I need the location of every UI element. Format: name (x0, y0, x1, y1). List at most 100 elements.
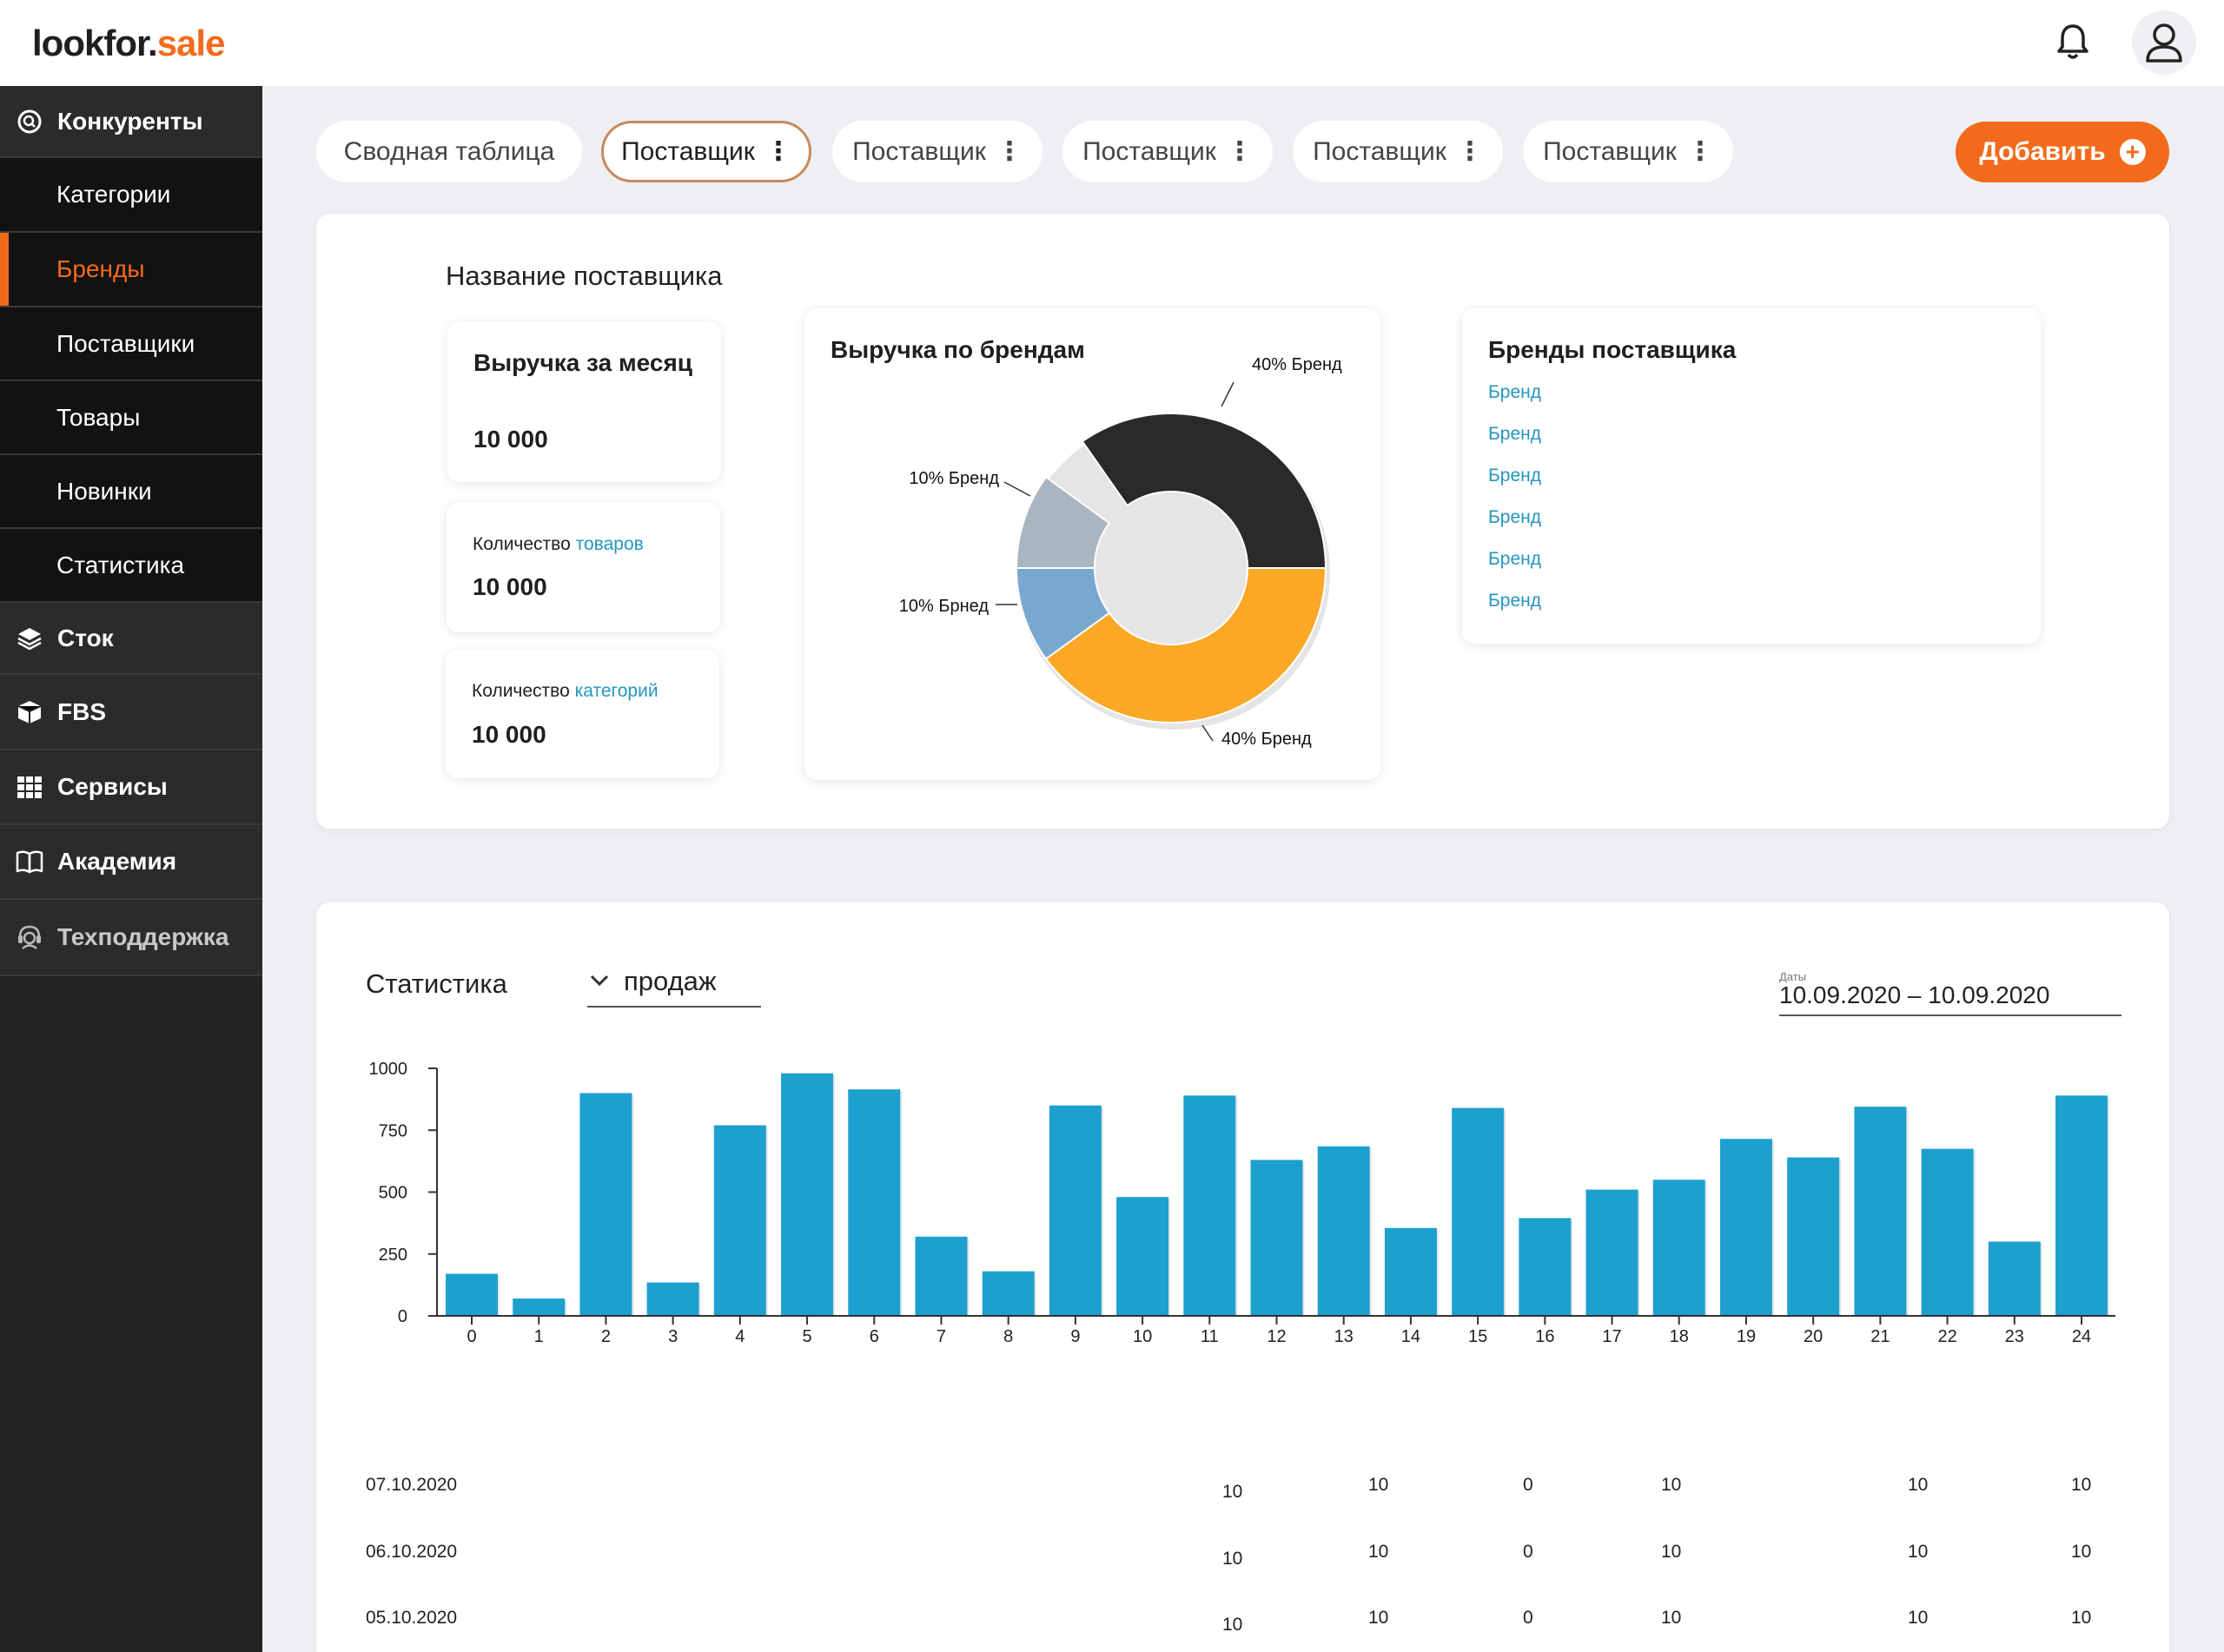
tab-5[interactable]: Поставщик ⋮ (1523, 121, 1733, 182)
sidebar-item-5[interactable]: Новинки (0, 455, 262, 529)
brand-link[interactable]: Бренд (1488, 382, 1541, 402)
table-row: 07.10.2020 10 10 0 10 10 10 (0, 1475, 2224, 1510)
table-cell: 10 (1661, 1542, 1682, 1562)
sidebar-item-label: Сервисы (57, 773, 168, 800)
table-cell: 10 (1222, 1615, 1243, 1635)
sidebar-item-1[interactable]: Категории (0, 158, 262, 233)
brand-link[interactable]: Бренд (1488, 466, 1541, 486)
table-cell: 0 (1523, 1475, 1533, 1495)
brand-revenue-card: Выручка по брендам 40% Бренд 40% Бренд 10%… (804, 308, 1380, 780)
tab-label: Поставщик (1543, 136, 1677, 166)
sidebar-item-4[interactable]: Товары (0, 381, 262, 455)
tab-2[interactable]: Поставщик ⋮ (832, 121, 1042, 182)
date-field-label: Даты (1779, 970, 1807, 983)
brand-link[interactable]: Бренд (1488, 507, 1541, 527)
statistics-title: Статистика (366, 968, 507, 999)
pie-slice-label: 40% Бренд (1252, 355, 1342, 374)
box-icon (16, 698, 43, 726)
tab-1[interactable]: Поставщик ⋮ (601, 121, 811, 182)
tab-label: Поставщик (1313, 136, 1446, 166)
table-cell: 10 (1908, 1475, 1929, 1495)
table-cell: 10 (1908, 1608, 1929, 1628)
sidebar-item-11[interactable]: Техподдержка (0, 900, 262, 976)
categories-count-value: 10 000 (472, 721, 546, 748)
pie-slice-label: 10% Брнед (899, 597, 990, 616)
grid-icon (16, 773, 43, 801)
tab-label: Поставщик (621, 136, 755, 166)
more-vertical-icon[interactable]: ⋮ (1456, 137, 1483, 166)
table-cell: 10 (2071, 1608, 2092, 1628)
pie-label-leader (1221, 381, 1234, 407)
plus-icon: + (2119, 139, 2146, 165)
goods-count-value: 10 000 (473, 573, 547, 600)
categories-link[interactable]: категорий (574, 681, 659, 701)
date-range-input[interactable]: 10.09.2020 – 10.09.2020 (1779, 981, 2121, 1016)
sidebar-item-label: Новинки (56, 477, 152, 505)
tab-label: Сводная таблица (343, 136, 555, 166)
sidebar-item-label: FBS (57, 697, 106, 725)
sidebar-item-label: Техподдержка (57, 923, 229, 950)
tab-label: Поставщик (1082, 136, 1216, 166)
table-row: 05.10.2020 10 10 0 10 10 10 (0, 1608, 2224, 1642)
sidebar-item-0[interactable]: Конкуренты (0, 86, 262, 158)
more-vertical-icon[interactable]: ⋮ (996, 137, 1023, 166)
row-date: 06.10.2020 (366, 1542, 458, 1562)
pie-slice (1015, 475, 1111, 569)
revenue-card-title: Выручка за месяц (473, 349, 692, 376)
sidebar-item-8[interactable]: FBS (0, 675, 262, 750)
sidebar-item-label: Академия (57, 848, 177, 875)
tab-0[interactable]: Сводная таблица (316, 121, 582, 182)
brand-link[interactable]: Бренд (1488, 591, 1541, 611)
sidebar-item-label: Товары (56, 403, 141, 431)
brand-revenue-title: Выручка по брендам (831, 336, 1085, 363)
more-vertical-icon[interactable]: ⋮ (764, 137, 791, 166)
table-cell: 10 (1661, 1475, 1682, 1495)
sidebar-item-2[interactable]: Бренды (0, 233, 262, 307)
user-icon (2146, 23, 2182, 63)
book-icon (16, 848, 43, 876)
sidebar-item-label: Категории (56, 181, 171, 208)
table-cell: 10 (1222, 1482, 1243, 1502)
avatar[interactable] (2132, 10, 2196, 75)
table-cell: 10 (1368, 1542, 1389, 1562)
pie-slice (1044, 567, 1327, 724)
row-date: 05.10.2020 (366, 1608, 458, 1628)
table-cell: 10 (1368, 1608, 1389, 1628)
sidebar-item-label: Конкуренты (57, 107, 203, 135)
tab-3[interactable]: Поставщик ⋮ (1062, 121, 1273, 182)
table-cell: 0 (1523, 1608, 1533, 1628)
pie-slice-label: 40% Бренд (1221, 730, 1312, 749)
sidebar-item-3[interactable]: Поставщики (0, 307, 262, 381)
metric-select[interactable]: продаж (587, 962, 761, 1008)
table-row: 06.10.2020 10 10 0 10 10 10 (0, 1542, 2224, 1576)
table-cell: 10 (1661, 1608, 1682, 1628)
more-vertical-icon[interactable]: ⋮ (1686, 137, 1713, 166)
add-button[interactable]: Добавить + (1956, 122, 2169, 182)
sidebar-item-6[interactable]: Статистика (0, 529, 262, 603)
sidebar-item-10[interactable]: Академия (0, 825, 262, 900)
pie-slice-label: 10% Бренд (909, 469, 999, 488)
layers-icon (16, 624, 43, 652)
metric-select-value: продаж (624, 966, 717, 996)
sidebar-item-9[interactable]: Сервисы (0, 750, 262, 825)
supplier-brands-title: Бренды поставщика (1488, 336, 1737, 363)
categories-count-card: Количество категорий 10 000 (446, 650, 719, 778)
logo[interactable]: lookfor.sale (32, 23, 225, 63)
sidebar-item-label: Сток (57, 624, 114, 651)
brand-link[interactable]: Бренд (1488, 549, 1541, 569)
pie-label-leader (1201, 724, 1214, 742)
goods-link[interactable]: товаров (575, 534, 644, 554)
sidebar-item-label: Бренды (56, 255, 145, 282)
chevron-down-icon (590, 975, 609, 987)
tab-4[interactable]: Поставщик ⋮ (1293, 121, 1503, 182)
more-vertical-icon[interactable]: ⋮ (1226, 137, 1253, 166)
supplier-name: Название поставщика (446, 261, 723, 291)
sidebar-item-7[interactable]: Сток (0, 603, 262, 675)
bell-icon[interactable] (2055, 23, 2090, 61)
table-cell: 10 (2071, 1475, 2092, 1495)
brand-link[interactable]: Бренд (1488, 424, 1541, 444)
table-cell: 10 (1368, 1475, 1389, 1495)
competitors-icon (16, 108, 43, 135)
table-cell: 0 (1523, 1542, 1533, 1562)
pie-label-leader (1003, 481, 1031, 497)
